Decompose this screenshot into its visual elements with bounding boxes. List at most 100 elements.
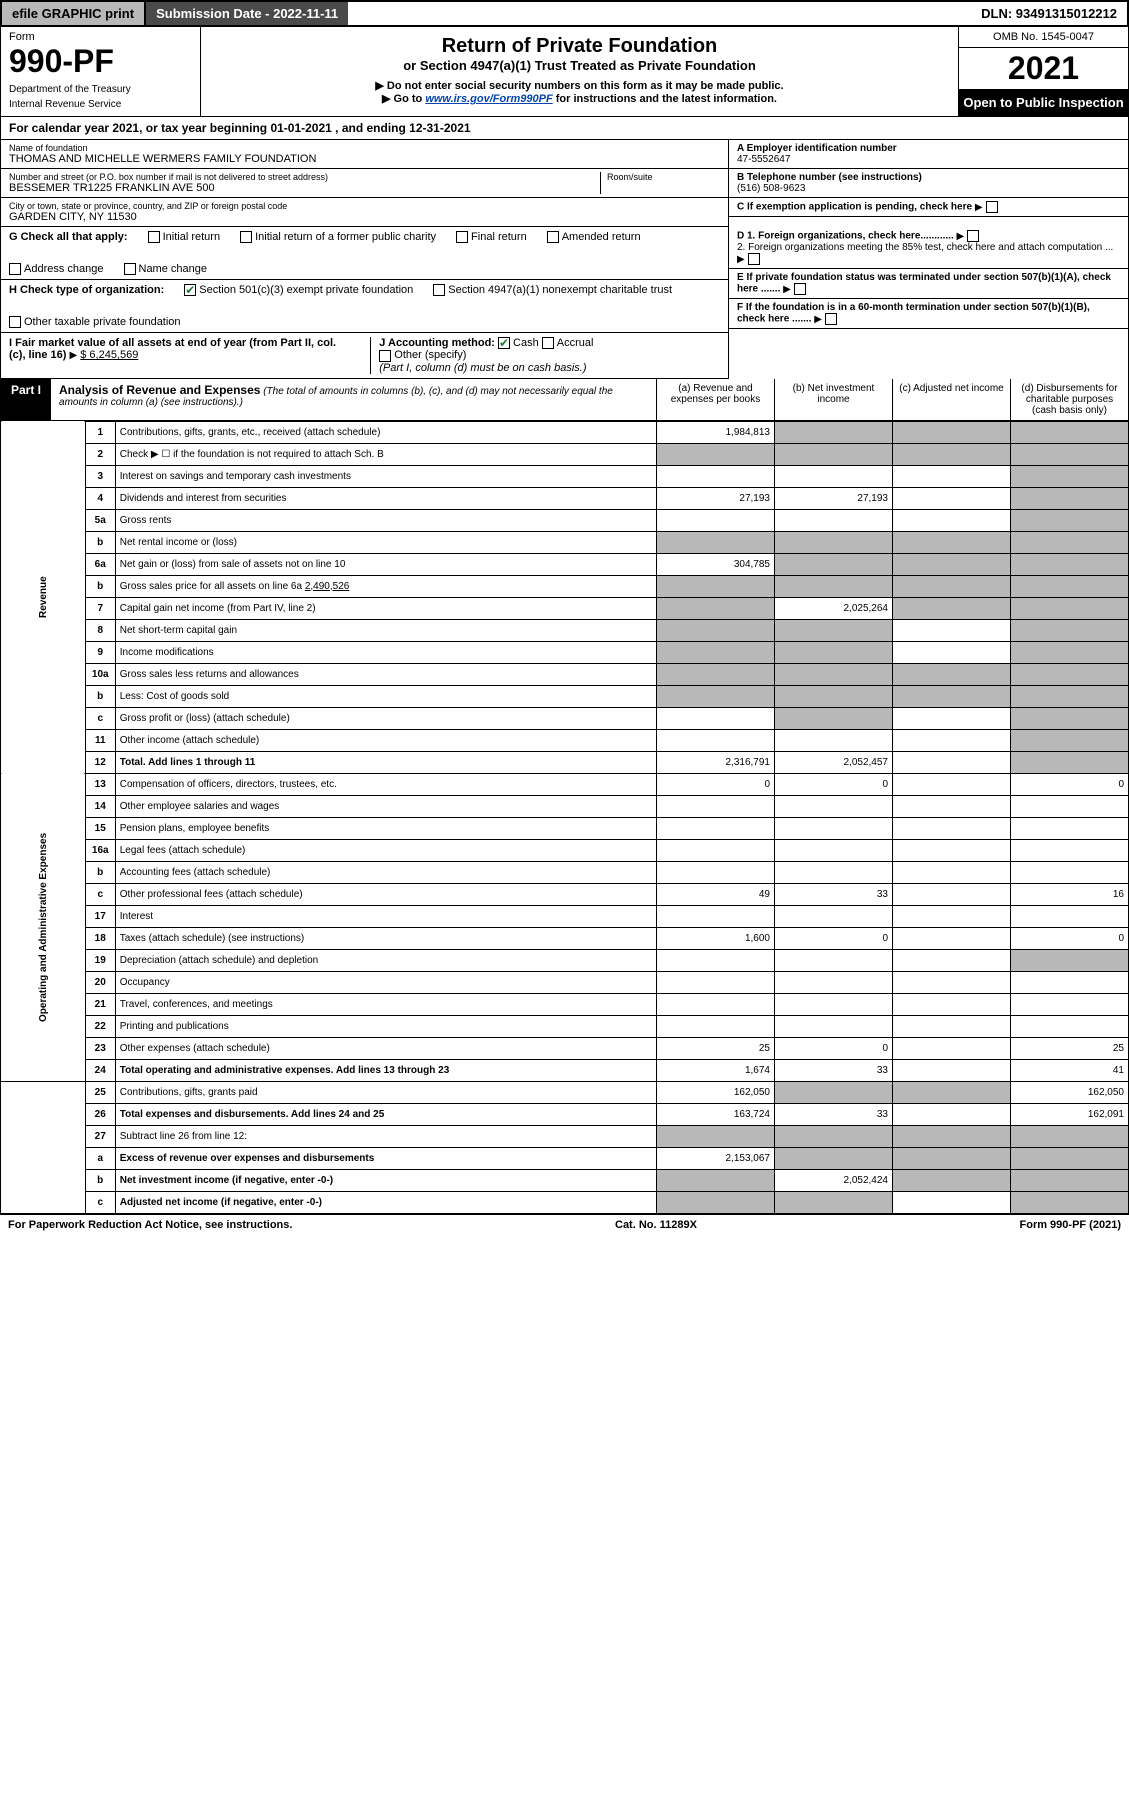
cell-val: 33 xyxy=(775,1103,893,1125)
line-num: 18 xyxy=(85,927,115,949)
final-return-checkbox[interactable] xyxy=(456,231,468,243)
form990pf-link[interactable]: www.irs.gov/Form990PF xyxy=(425,93,552,105)
calendar-year-row: For calendar year 2021, or tax year begi… xyxy=(0,117,1129,140)
cell-val: 41 xyxy=(1011,1059,1129,1081)
table-row: 7Capital gain net income (from Part IV, … xyxy=(1,597,1129,619)
part-i-table: Revenue 1Contributions, gifts, grants, e… xyxy=(0,421,1129,1214)
submission-date: Submission Date - 2022-11-11 xyxy=(146,2,348,25)
other-taxable-checkbox[interactable] xyxy=(9,316,21,328)
table-row: cGross profit or (loss) (attach schedule… xyxy=(1,707,1129,729)
line-num: 6a xyxy=(85,553,115,575)
line-desc: Contributions, gifts, grants, etc., rece… xyxy=(115,421,656,443)
catalog-number: Cat. No. 11289X xyxy=(615,1219,697,1231)
line-num: 21 xyxy=(85,993,115,1015)
line-num: b xyxy=(85,861,115,883)
line-desc: Gross profit or (loss) (attach schedule) xyxy=(115,707,656,729)
line-num: 8 xyxy=(85,619,115,641)
line-desc: Pension plans, employee benefits xyxy=(115,817,656,839)
table-row: 11Other income (attach schedule) xyxy=(1,729,1129,751)
opt-initial-public: Initial return of a former public charit… xyxy=(255,231,436,243)
address-change-checkbox[interactable] xyxy=(9,263,21,275)
line-num: 16a xyxy=(85,839,115,861)
other-method-checkbox[interactable] xyxy=(379,350,391,362)
part-i-header: Part I Analysis of Revenue and Expenses … xyxy=(0,379,1129,421)
line-num: c xyxy=(85,707,115,729)
line-desc: Less: Cost of goods sold xyxy=(115,685,656,707)
cell-val: 0 xyxy=(1011,773,1129,795)
e-checkbox[interactable] xyxy=(794,283,806,295)
section-i-label: I Fair market value of all assets at end… xyxy=(9,337,336,361)
line-num: 25 xyxy=(85,1081,115,1103)
line-num: 9 xyxy=(85,641,115,663)
accrual-checkbox[interactable] xyxy=(542,337,554,349)
page-footer: For Paperwork Reduction Act Notice, see … xyxy=(0,1214,1129,1235)
initial-return-checkbox[interactable] xyxy=(148,231,160,243)
line-desc: Total. Add lines 1 through 11 xyxy=(115,751,656,773)
line-desc: Contributions, gifts, grants paid xyxy=(115,1081,656,1103)
f-checkbox[interactable] xyxy=(825,313,837,325)
line-desc: Excess of revenue over expenses and disb… xyxy=(115,1147,656,1169)
cell-val: 2,316,791 xyxy=(657,751,775,773)
form-footer-id: Form 990-PF (2021) xyxy=(1020,1219,1121,1231)
line-num: a xyxy=(85,1147,115,1169)
line-desc: Other income (attach schedule) xyxy=(115,729,656,751)
cell-val: 1,600 xyxy=(657,927,775,949)
table-row: bLess: Cost of goods sold xyxy=(1,685,1129,707)
foundation-name-label: Name of foundation xyxy=(9,143,720,153)
amended-return-checkbox[interactable] xyxy=(547,231,559,243)
table-row: 16aLegal fees (attach schedule) xyxy=(1,839,1129,861)
fmv-value: $ 6,245,569 xyxy=(80,349,138,361)
line-num: 2 xyxy=(85,443,115,465)
line-desc: Gross rents xyxy=(115,509,656,531)
address-label: Number and street (or P.O. box number if… xyxy=(9,172,600,182)
cell-val: 162,050 xyxy=(1011,1081,1129,1103)
opt-accrual: Accrual xyxy=(557,337,594,349)
line-desc: Net short-term capital gain xyxy=(115,619,656,641)
d2-checkbox[interactable] xyxy=(748,253,760,265)
line-desc: Travel, conferences, and meetings xyxy=(115,993,656,1015)
cell-val: 33 xyxy=(775,883,893,905)
table-row: 10aGross sales less returns and allowanc… xyxy=(1,663,1129,685)
address-value: BESSEMER TR1225 FRANKLIN AVE 500 xyxy=(9,182,600,194)
tax-year: 2021 xyxy=(959,48,1128,89)
line-desc: Total operating and administrative expen… xyxy=(115,1059,656,1081)
cell-val: 27,193 xyxy=(657,487,775,509)
cell-val: 33 xyxy=(775,1059,893,1081)
line-desc: Depreciation (attach schedule) and deple… xyxy=(115,949,656,971)
line-desc: Printing and publications xyxy=(115,1015,656,1037)
cash-checkbox[interactable] xyxy=(498,337,510,349)
table-row: 22Printing and publications xyxy=(1,1015,1129,1037)
ssn-warning: ▶ Do not enter social security numbers o… xyxy=(209,79,950,92)
line-desc: Total expenses and disbursements. Add li… xyxy=(115,1103,656,1125)
line-num: 27 xyxy=(85,1125,115,1147)
part-i-label: Part I xyxy=(1,379,51,420)
table-row: 18Taxes (attach schedule) (see instructi… xyxy=(1,927,1129,949)
line-num: 1 xyxy=(85,421,115,443)
cell-val: 2,052,457 xyxy=(775,751,893,773)
section-c-checkbox[interactable] xyxy=(986,201,998,213)
501c3-checkbox[interactable] xyxy=(184,284,196,296)
opt-final-return: Final return xyxy=(471,231,527,243)
line-desc: Capital gain net income (from Part IV, l… xyxy=(115,597,656,619)
section-h-label: H Check type of organization: xyxy=(9,284,164,296)
initial-public-checkbox[interactable] xyxy=(240,231,252,243)
line-desc: Interest xyxy=(115,905,656,927)
4947a1-checkbox[interactable] xyxy=(433,284,445,296)
goto-suffix: for instructions and the latest informat… xyxy=(556,93,777,105)
cell-val: 16 xyxy=(1011,883,1129,905)
opt-amended: Amended return xyxy=(562,231,641,243)
col-b-header: (b) Net investment income xyxy=(774,379,892,420)
section-d2-label: 2. Foreign organizations meeting the 85%… xyxy=(737,242,1113,253)
cell-val: 2,052,424 xyxy=(775,1169,893,1191)
table-row: 17Interest xyxy=(1,905,1129,927)
dept-treasury: Department of the Treasury xyxy=(9,84,192,95)
cell-val: 162,091 xyxy=(1011,1103,1129,1125)
cell-val: 0 xyxy=(775,927,893,949)
table-row: 4Dividends and interest from securities2… xyxy=(1,487,1129,509)
name-change-checkbox[interactable] xyxy=(124,263,136,275)
d1-checkbox[interactable] xyxy=(967,230,979,242)
efile-print-button[interactable]: efile GRAPHIC print xyxy=(2,2,146,25)
line-num: 11 xyxy=(85,729,115,751)
line-desc: Dividends and interest from securities xyxy=(115,487,656,509)
table-row: cAdjusted net income (if negative, enter… xyxy=(1,1191,1129,1213)
